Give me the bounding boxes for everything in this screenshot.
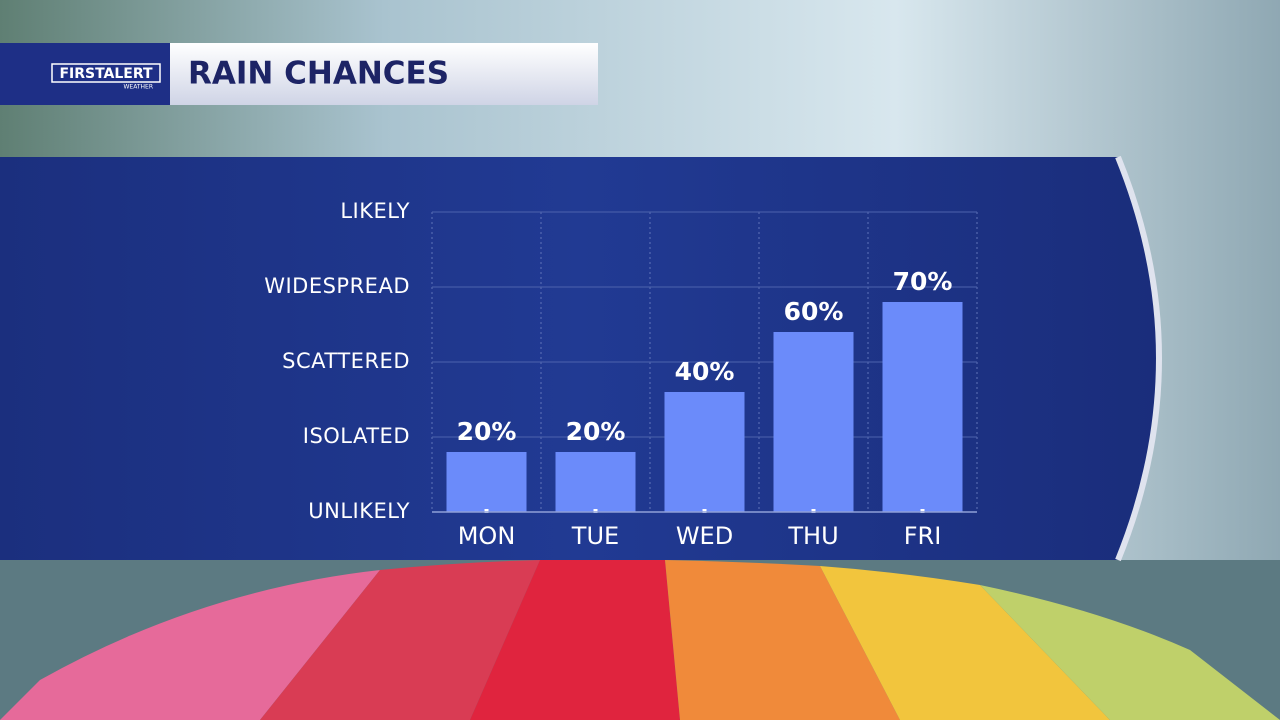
y-tick-label: LIKELY <box>340 199 410 223</box>
brand: FIRSTALERT <box>59 66 153 82</box>
x-tick-mark <box>484 509 489 513</box>
x-tick-mark <box>702 509 707 513</box>
x-tick-label: WED <box>676 522 733 550</box>
umbrella <box>0 559 1280 720</box>
x-tick-label: FRI <box>904 522 942 550</box>
logo-box <box>0 43 170 105</box>
chart-title: RAIN CHANCES <box>188 56 449 92</box>
x-tick-mark <box>920 509 925 513</box>
value-label: 40% <box>675 357 735 386</box>
y-tick-label: ISOLATED <box>303 424 410 448</box>
value-label: 70% <box>893 267 953 296</box>
plot: UNLIKELY ISOLATED SCATTERED WIDESPREAD LIKEL… <box>264 199 978 550</box>
bar <box>664 392 745 512</box>
chart-panel <box>0 157 1159 560</box>
brand-sub: WEATHER <box>124 84 154 91</box>
y-tick-label: UNLIKELY <box>308 499 410 523</box>
x-tick-label: THU <box>787 522 838 550</box>
value-label: 20% <box>457 417 517 446</box>
y-tick-label: SCATTERED <box>282 349 410 373</box>
x-tick-mark <box>593 509 598 513</box>
value-label: 20% <box>566 417 626 446</box>
bar <box>555 452 636 512</box>
panel-edge <box>1115 155 1162 562</box>
bar <box>882 302 963 512</box>
bar <box>446 452 527 512</box>
y-tick-label: WIDESPREAD <box>264 274 410 298</box>
x-tick-mark <box>811 509 816 513</box>
title-bar <box>170 43 598 105</box>
logo-frame <box>51 63 161 83</box>
x-tick-label: MON <box>458 522 516 550</box>
x-tick-label: TUE <box>571 522 619 550</box>
bar <box>773 332 854 512</box>
value-label: 60% <box>784 297 844 326</box>
